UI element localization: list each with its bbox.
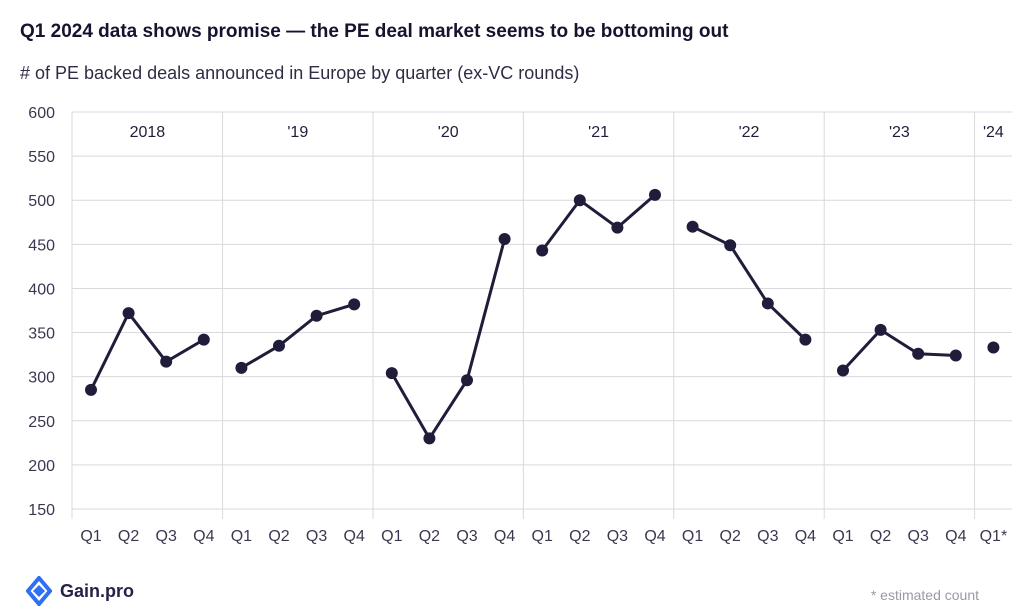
chart-subtitle: # of PE backed deals announced in Europe… [20, 63, 580, 83]
x-tick-label: Q2 [569, 528, 590, 545]
data-point [385, 367, 398, 380]
data-points [85, 188, 1000, 445]
data-point [273, 339, 285, 352]
data-point [536, 244, 549, 257]
x-tick-label: Q1 [231, 528, 252, 545]
x-tick-label: Q1* [980, 528, 1008, 545]
series-line [390, 238, 507, 440]
year-label: '20 [438, 124, 459, 141]
x-tick-label: Q4 [193, 528, 214, 545]
year-label: '24 [983, 124, 1004, 141]
data-point [461, 374, 473, 387]
data-point [85, 383, 97, 396]
y-tick-label: 250 [28, 414, 55, 431]
y-tick-label: 400 [28, 281, 55, 298]
data-point [761, 297, 774, 310]
data-point [310, 309, 323, 322]
y-tick-label: 200 [28, 458, 55, 475]
data-point [724, 239, 737, 252]
x-tick-label: Q2 [720, 528, 741, 545]
footnote: * estimated count [870, 587, 979, 603]
x-tick-label: Q4 [644, 528, 665, 545]
year-label: 2018 [130, 124, 166, 141]
brand-name: Gain.pro [60, 580, 135, 601]
data-point [837, 364, 849, 377]
x-tick-label: Q3 [908, 528, 929, 545]
data-point [423, 432, 436, 445]
gain-pro-logo-icon [26, 576, 52, 606]
x-tick-label: Q1 [532, 528, 553, 545]
y-tick-label: 450 [28, 237, 55, 254]
x-tick-label: Q1 [80, 528, 101, 545]
data-point [348, 298, 361, 311]
axes: 150 200 250 300 350 400 450 500 550 600 2018 '19 '20… [28, 105, 1007, 545]
x-tick-label: Q4 [494, 528, 515, 545]
x-tick-label: Q3 [456, 528, 477, 545]
year-label: '23 [889, 124, 910, 141]
data-point [122, 307, 135, 320]
data-point [987, 341, 1000, 354]
gridlines [71, 111, 1012, 519]
data-point [686, 220, 699, 233]
y-tick-label: 300 [28, 370, 55, 387]
data-point [611, 221, 624, 234]
data-point [573, 194, 586, 207]
y-tick-label: 600 [28, 105, 55, 122]
data-point [874, 323, 887, 336]
y-tick-label: 350 [28, 326, 55, 343]
data-point [649, 188, 661, 201]
x-tick-label: Q3 [757, 528, 778, 545]
y-tick-label: 550 [28, 149, 55, 166]
x-tick-label: Q3 [607, 528, 628, 545]
x-tick-label: Q1 [381, 528, 402, 545]
brand[interactable]: Gain.pro [26, 576, 134, 606]
x-tick-label: Q2 [118, 528, 139, 545]
x-tick-label: Q4 [945, 528, 966, 545]
data-point [160, 355, 173, 368]
year-label: '21 [588, 124, 609, 141]
x-tick-label: Q2 [268, 528, 289, 545]
x-tick-label: Q4 [795, 528, 816, 545]
data-point [799, 333, 812, 346]
data-point [197, 333, 210, 346]
x-tick-label: Q2 [870, 528, 891, 545]
series-line [691, 225, 807, 341]
year-label: '19 [287, 124, 308, 141]
data-point [235, 361, 248, 374]
data-point [498, 233, 511, 246]
y-tick-label: 500 [28, 193, 55, 210]
y-tick-label: 150 [28, 502, 55, 519]
series-lines [89, 193, 956, 440]
series-line [540, 193, 656, 252]
x-tick-label: Q2 [419, 528, 440, 545]
year-label: '22 [739, 124, 760, 141]
x-tick-label: Q3 [156, 528, 177, 545]
x-tick-label: Q4 [344, 528, 365, 545]
x-tick-label: Q1 [832, 528, 853, 545]
series-line [841, 328, 956, 372]
series-line [240, 302, 355, 370]
x-tick-label: Q1 [682, 528, 703, 545]
x-tick-label: Q3 [306, 528, 327, 545]
series-line [89, 311, 205, 391]
chart-title: Q1 2024 data shows promise — the PE deal… [20, 21, 729, 42]
data-point [912, 347, 925, 360]
data-point [949, 349, 962, 362]
